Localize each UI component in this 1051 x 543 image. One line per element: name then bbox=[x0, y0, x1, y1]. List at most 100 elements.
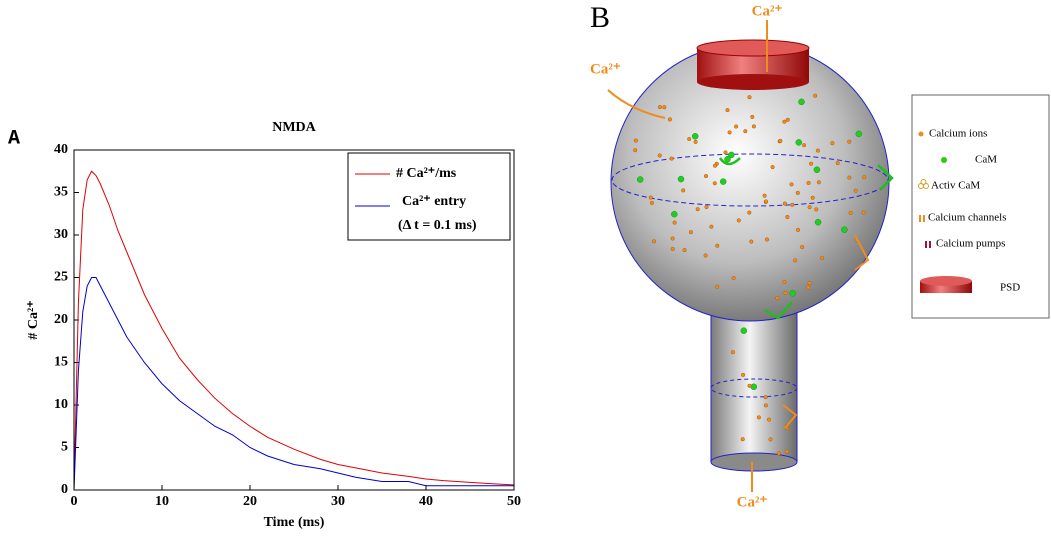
calcium-ion bbox=[669, 156, 674, 161]
cam bbox=[798, 98, 805, 106]
legend-label: Ca²⁺ entry bbox=[402, 194, 466, 209]
calcium-ion bbox=[715, 243, 720, 248]
legend-label: # Ca²⁺/ms bbox=[396, 166, 457, 181]
calcium-ion bbox=[725, 108, 730, 113]
calcium-ion bbox=[712, 181, 717, 186]
series-line bbox=[73, 277, 514, 491]
x-tick-label: 40 bbox=[419, 494, 433, 509]
x-axis-label: Time (ms) bbox=[264, 515, 325, 530]
calcium-ion bbox=[776, 451, 781, 456]
calcium-ion bbox=[670, 246, 675, 252]
chart-title: NMDA bbox=[272, 120, 316, 135]
calcium-ion bbox=[670, 236, 675, 241]
calcium-ion bbox=[651, 239, 657, 244]
calcium-ion bbox=[830, 141, 835, 146]
y-tick-label: 20 bbox=[54, 312, 68, 327]
calcium-ion bbox=[785, 214, 790, 220]
calcium-ion bbox=[633, 138, 638, 143]
calcium-ion bbox=[703, 253, 708, 258]
flux-label: Ca²⁺ bbox=[737, 494, 768, 510]
calcium-ion bbox=[688, 230, 693, 235]
y-axis-label: # Ca²⁺ bbox=[26, 300, 41, 339]
calcium-ion bbox=[815, 148, 820, 153]
calcium-ion bbox=[695, 207, 700, 212]
calcium-ion bbox=[709, 224, 714, 229]
cam bbox=[636, 176, 644, 183]
cam bbox=[789, 290, 796, 297]
cam bbox=[719, 178, 727, 185]
calcium-ion bbox=[681, 188, 686, 193]
calcium-ion bbox=[672, 220, 677, 225]
calcium-ion bbox=[853, 188, 858, 193]
calcium-ion bbox=[790, 202, 795, 207]
calcium-ion bbox=[648, 195, 653, 200]
cam bbox=[813, 166, 821, 173]
cam bbox=[814, 218, 822, 226]
legend-box bbox=[347, 152, 511, 241]
y-tick-label: 25 bbox=[54, 270, 68, 285]
calcium-ion bbox=[712, 163, 718, 168]
calcium-ion bbox=[667, 117, 672, 122]
calcium-ion bbox=[785, 117, 790, 122]
y-tick-label: 10 bbox=[54, 397, 68, 412]
calcium-ion bbox=[730, 350, 735, 355]
calcium-ion bbox=[687, 136, 692, 142]
cam bbox=[750, 383, 758, 391]
calcium-ion bbox=[633, 148, 638, 153]
calcium-ion bbox=[747, 383, 752, 388]
psd-top bbox=[696, 39, 810, 57]
calcium-ion bbox=[807, 281, 812, 286]
calcium-ion bbox=[764, 237, 770, 242]
calcium-ion bbox=[806, 285, 811, 290]
calcium-ion bbox=[813, 93, 818, 98]
calcium-ion bbox=[704, 204, 709, 210]
psd-bottom bbox=[697, 74, 809, 90]
cam bbox=[728, 151, 735, 159]
calcium-ion bbox=[662, 105, 667, 110]
y-tick-label: 0 bbox=[61, 482, 68, 497]
calcium-ion bbox=[778, 138, 783, 143]
calcium-ion bbox=[727, 130, 732, 135]
calcium-ion bbox=[782, 201, 787, 206]
calcium-ion bbox=[816, 180, 821, 185]
calcium-ion bbox=[784, 449, 789, 454]
calcium-ion bbox=[731, 276, 736, 281]
y-tick-label: 35 bbox=[54, 185, 68, 200]
legend-label: Calcium ions bbox=[929, 128, 987, 140]
calcium-ion bbox=[715, 284, 720, 289]
calcium-ion bbox=[820, 256, 825, 261]
calcium-ion bbox=[703, 174, 709, 179]
calcium-ion bbox=[848, 210, 853, 215]
calcium-ion bbox=[741, 372, 746, 377]
calcium-ion bbox=[743, 129, 748, 134]
legend-label: Activ CaM bbox=[931, 180, 980, 192]
calcium-ion bbox=[800, 245, 805, 250]
cam bbox=[671, 210, 678, 218]
plot-area: 0 10 20 30 40 50 0 5 10 15 20 25 30 35 40 bbox=[54, 142, 521, 509]
calcium-ion bbox=[795, 190, 800, 195]
particles bbox=[633, 93, 867, 456]
calcium-ion bbox=[847, 139, 852, 144]
neck-section bbox=[710, 378, 798, 398]
flux-arrows bbox=[607, 20, 870, 492]
y-tick-label: 15 bbox=[54, 355, 68, 370]
calcium-ion bbox=[756, 415, 761, 420]
calcium-ion bbox=[693, 139, 698, 144]
y-tick-label: 40 bbox=[54, 142, 68, 157]
cam bbox=[855, 130, 863, 138]
calcium-ion bbox=[768, 437, 773, 442]
calcium-ion bbox=[810, 195, 815, 200]
calcium-ion bbox=[861, 210, 866, 215]
calcium-ion bbox=[763, 395, 768, 400]
legend-icon bbox=[925, 241, 931, 248]
calcium-ion bbox=[807, 205, 812, 210]
legend-label: Calcium pumps bbox=[936, 238, 1005, 250]
calcium-ion bbox=[814, 207, 819, 212]
x-tick-label: 10 bbox=[155, 494, 169, 509]
x-tick-label: 50 bbox=[507, 494, 521, 509]
legend-label: Calcium channels bbox=[928, 212, 1007, 224]
series-line bbox=[73, 170, 515, 491]
calcium-ion bbox=[649, 200, 654, 205]
calcium-ion bbox=[747, 95, 752, 100]
